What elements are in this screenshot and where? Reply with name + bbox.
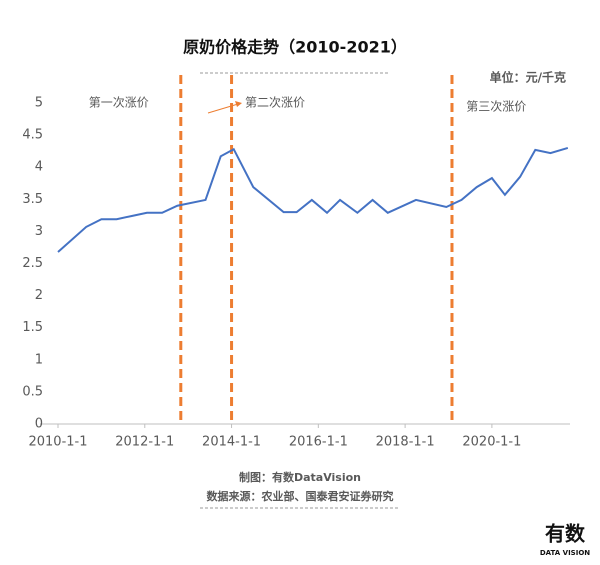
- y-tick-label: 4.5: [22, 128, 43, 143]
- y-tick-label: 0: [35, 417, 43, 432]
- arrow: [207, 103, 239, 114]
- x-tick-label: 2012-1-1: [115, 435, 174, 450]
- x-tick-label: 2018-1-1: [376, 435, 435, 450]
- event-label: 第一次涨价: [89, 95, 149, 110]
- series-line: [57, 146, 569, 253]
- x-tick-label: 2020-1-1: [462, 435, 521, 450]
- arrow-head: [235, 101, 242, 107]
- x-tick-label: 2014-1-1: [202, 435, 261, 450]
- y-tick-label: 1: [35, 352, 43, 367]
- y-tick-label: 2: [35, 288, 43, 303]
- y-tick-label: 2.5: [22, 256, 43, 271]
- y-tick-label: 0.5: [22, 384, 43, 399]
- logo-sub: DATA VISION: [540, 549, 590, 557]
- chart-title: 原奶价格走势（2010-2021）: [183, 38, 407, 57]
- y-tick-label: 3: [35, 224, 43, 239]
- event-label: 第三次涨价: [466, 99, 526, 114]
- y-tick-label: 5: [35, 96, 43, 111]
- y-tick-label: 4: [35, 160, 43, 175]
- event-label: 第二次涨价: [245, 95, 305, 110]
- logo: 有数: [545, 522, 586, 546]
- unit-label: 单位：元/千克: [490, 70, 566, 85]
- x-tick-label: 2010-1-1: [28, 435, 87, 450]
- y-tick-label: 3.5: [22, 192, 43, 207]
- source: 数据来源：农业部、国泰君安证券研究: [207, 489, 394, 503]
- credit: 制图：有数DataVision: [239, 470, 361, 484]
- y-tick-label: 1.5: [22, 320, 43, 335]
- x-tick-label: 2016-1-1: [289, 435, 348, 450]
